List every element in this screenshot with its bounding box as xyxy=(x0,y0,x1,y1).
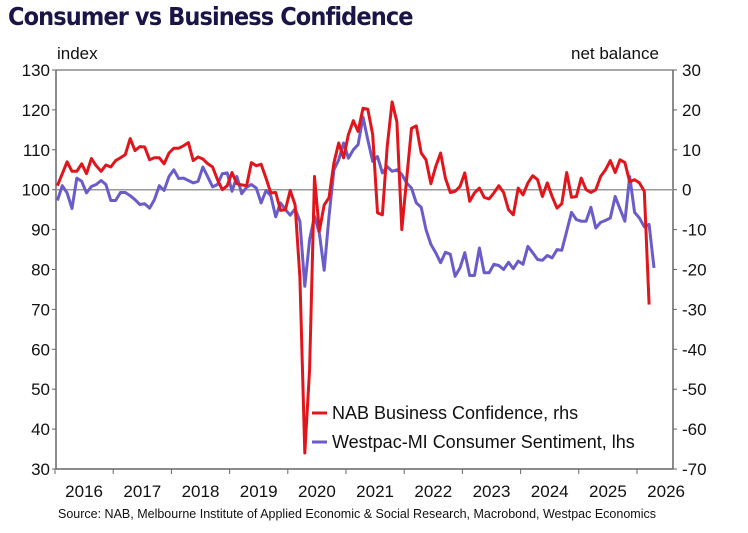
nab-business-confidence-line xyxy=(56,100,651,455)
right-tick-label: 20 xyxy=(682,101,701,120)
x-tick-label: 2017 xyxy=(123,482,161,501)
right-tick-label: -40 xyxy=(682,340,707,359)
source-note: Source: NAB, Melbourne Institute of Appl… xyxy=(58,507,656,521)
left-tick-label: 100 xyxy=(22,181,50,200)
westpac-consumer-sentiment-line xyxy=(55,115,656,288)
left-tick-label: 80 xyxy=(31,261,50,280)
x-tick-label: 2018 xyxy=(182,482,220,501)
legend-label: NAB Business Confidence, rhs xyxy=(332,403,578,423)
x-tick-label: 2021 xyxy=(356,482,394,501)
right-tick-label: 0 xyxy=(682,181,691,200)
right-tick-label: -60 xyxy=(682,420,707,439)
left-tick-label: 90 xyxy=(31,221,50,240)
left-tick-label: 30 xyxy=(31,460,50,479)
x-tick-label: 2022 xyxy=(414,482,452,501)
x-tick-label: 2023 xyxy=(473,482,511,501)
left-tick-label: 130 xyxy=(22,61,50,80)
left-tick-label: 60 xyxy=(31,340,50,359)
right-tick-label: -50 xyxy=(682,380,707,399)
right-tick-label: -10 xyxy=(682,221,707,240)
left-tick-label: 40 xyxy=(31,420,50,439)
right-axis-label: net balance xyxy=(571,44,659,63)
x-tick-label: 2026 xyxy=(647,482,685,501)
x-tick-label: 2019 xyxy=(240,482,278,501)
x-tick-label: 2016 xyxy=(65,482,103,501)
x-tick-label: 2020 xyxy=(298,482,336,501)
right-tick-label: 10 xyxy=(682,141,701,160)
right-tick-label: -70 xyxy=(682,460,707,479)
right-tick-label: -20 xyxy=(682,261,707,280)
chart-title: Consumer vs Business Confidence xyxy=(8,2,414,31)
x-tick-label: 2024 xyxy=(531,482,569,501)
x-tick-label: 2025 xyxy=(589,482,627,501)
left-axis-label: index xyxy=(57,44,98,63)
left-tick-label: 110 xyxy=(23,141,50,160)
left-tick-label: 120 xyxy=(22,101,50,120)
left-tick-label: 70 xyxy=(31,300,50,319)
right-tick-label: -30 xyxy=(682,300,707,319)
legend-label: Westpac-MI Consumer Sentiment, lhs xyxy=(332,432,635,452)
right-tick-label: 30 xyxy=(682,61,701,80)
left-tick-label: 50 xyxy=(31,380,50,399)
